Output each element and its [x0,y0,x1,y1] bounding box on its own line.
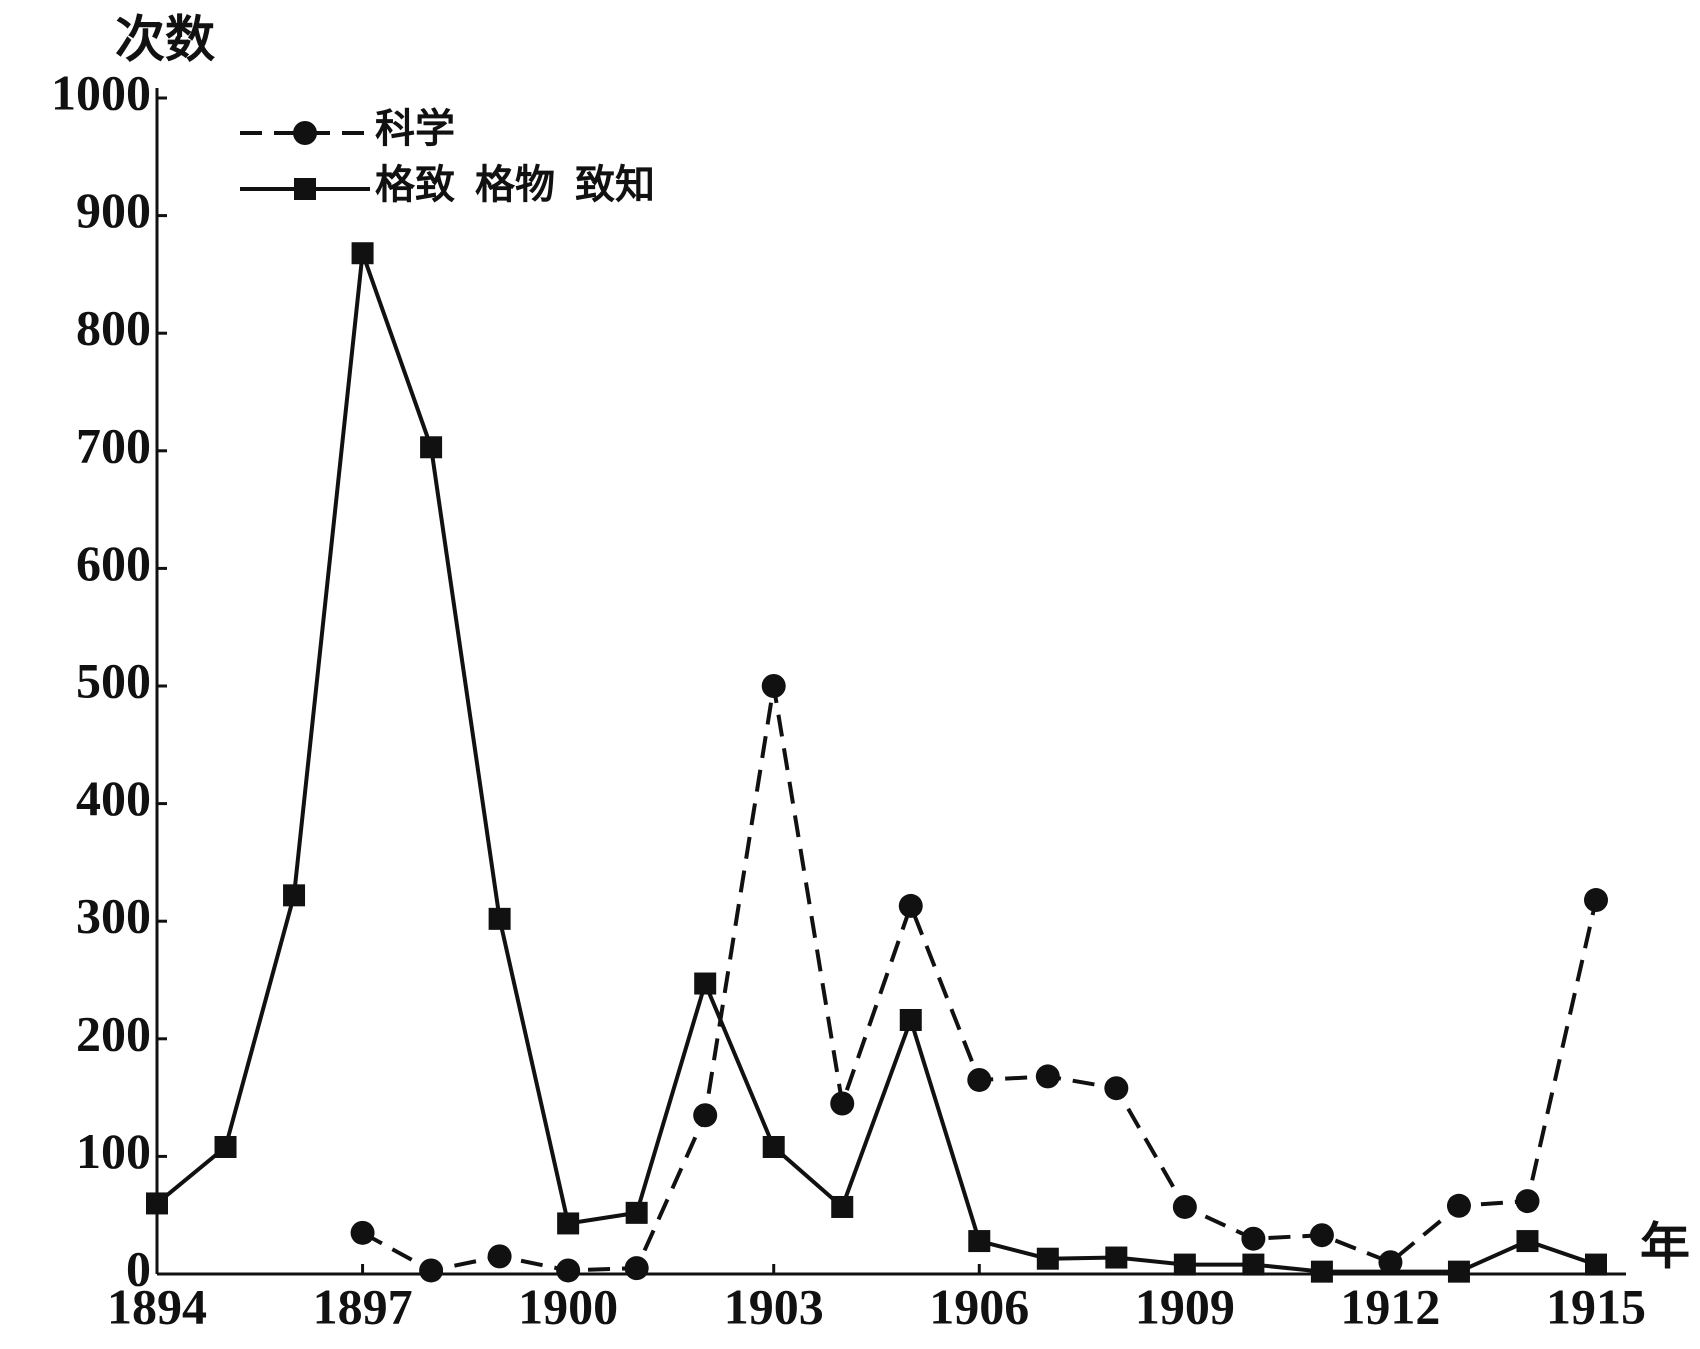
data-point [1105,1246,1128,1269]
y-axis-label: 次数 [115,11,215,67]
y-tick-label: 500 [76,652,151,708]
data-point [351,242,374,265]
data-point [488,907,511,930]
data-point [350,1220,375,1245]
y-tick-label: 0 [126,1240,151,1296]
x-tick-label: 1897 [313,1278,413,1334]
y-tick-label: 300 [76,888,151,944]
x-tick-label: 1909 [1135,1278,1235,1334]
x-tick-label: 1912 [1340,1278,1440,1334]
x-tick-label: 1900 [518,1278,618,1334]
y-tick-label: 200 [76,1005,151,1061]
data-point [419,1258,444,1283]
y-tick-label: 800 [76,300,151,356]
data-point [146,1192,168,1215]
data-point [214,1135,237,1158]
data-point [830,1091,855,1116]
data-point [1242,1253,1265,1276]
legend-text: 格致 格物 致知 [375,162,655,207]
x-tick-label: 1915 [1546,1278,1646,1334]
series-line [361,685,1598,1273]
data-point [1035,1064,1060,1089]
data-point [1584,888,1608,913]
data-point [1310,1260,1333,1283]
data-point [968,1230,991,1253]
legend-text: 科学 [375,106,455,151]
data-point [693,1103,718,1128]
data-point [556,1258,581,1283]
data-point [1378,1250,1403,1275]
data-point [1036,1247,1059,1270]
data-point [487,1244,512,1269]
data-point [1173,1253,1196,1276]
data-point [557,1212,580,1235]
data-point [1446,1193,1471,1218]
data-point [1516,1230,1539,1253]
legend-marker [294,178,316,200]
y-tick-label: 400 [76,770,151,826]
data-point [1585,1253,1607,1276]
data-point [1241,1226,1266,1251]
series-line [155,252,1597,1274]
y-tick-label: 600 [76,535,151,591]
data-point [1309,1223,1334,1248]
x-tick-label: 1894 [107,1278,207,1334]
data-point [898,893,923,918]
x-axis-label: 年 [1640,1218,1690,1274]
data-point [761,674,786,698]
y-tick-label: 1000 [51,64,151,120]
y-tick-label: 900 [76,182,151,238]
data-point [1172,1194,1197,1219]
data-point [899,1008,922,1031]
data-point [1515,1189,1540,1214]
data-point [625,1201,648,1224]
x-tick-label: 1906 [929,1278,1029,1334]
data-point [967,1067,992,1092]
x-tick-label: 1903 [724,1278,824,1334]
data-point [1447,1260,1470,1283]
y-tick-label: 700 [76,417,151,473]
data-point [831,1195,854,1218]
data-point [694,972,717,995]
data-point [420,436,443,459]
data-point [624,1256,649,1281]
data-point [762,1135,785,1158]
y-tick-label: 100 [76,1123,151,1179]
legend-marker [293,121,317,145]
data-point [1104,1076,1129,1101]
data-point [283,884,306,907]
